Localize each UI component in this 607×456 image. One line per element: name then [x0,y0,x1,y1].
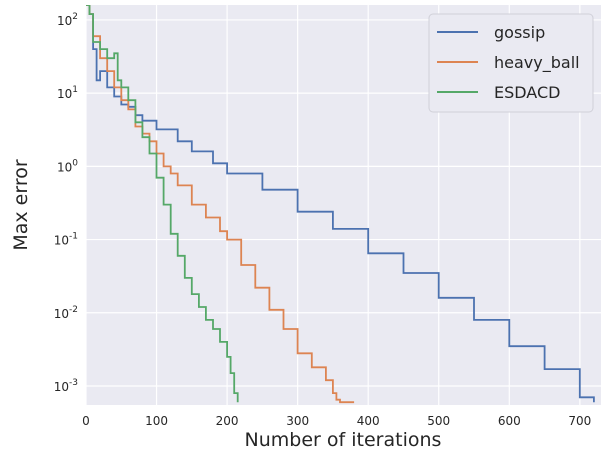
legend-label-esdacd: ESDACD [494,83,560,102]
y-tick-label: 10-3 [54,378,78,394]
legend-label-gossip: gossip [494,23,545,42]
x-tick-label: 300 [286,414,309,428]
y-tick-label: 102 [57,12,78,28]
x-tick-label: 200 [216,414,239,428]
series-line-gossip [86,5,595,403]
y-tick-label: 10-1 [54,232,78,248]
series-line-esdacd [86,5,239,403]
x-tick-label: 400 [357,414,380,428]
x-tick-label: 600 [498,414,521,428]
y-tick-label: 100 [57,158,78,174]
x-tick-label: 100 [145,414,168,428]
x-tick-label: 500 [427,414,450,428]
series-lines [86,5,595,404]
y-axis-title: Max error [10,159,32,251]
x-tick-label: 0 [82,414,90,428]
x-tick-labels: 0 100 200 300 400 500 600 700 [82,414,591,428]
y-tick-labels: 102 101 100 10-1 10-2 10-3 [54,12,79,394]
x-axis-title: Number of iterations [245,429,442,451]
legend-label-heavy-ball: heavy_ball [494,53,580,73]
series-line-heavy-ball [86,5,355,404]
legend-box [428,13,594,113]
x-tick-label: 700 [568,414,591,428]
y-tick-label: 101 [57,85,78,101]
y-tick-label: 10-2 [54,305,78,321]
legend: gossip heavy_ball ESDACD [428,13,594,113]
